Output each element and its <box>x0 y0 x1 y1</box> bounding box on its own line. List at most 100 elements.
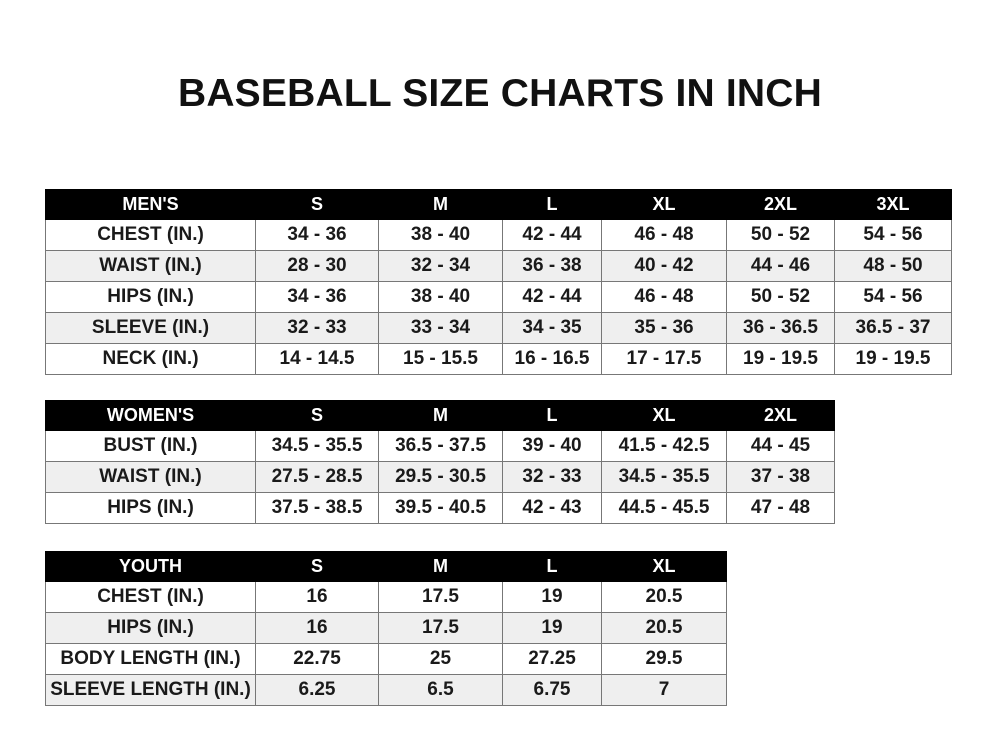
size-value: 34.5 - 35.5 <box>255 430 379 462</box>
table-row: NECK (IN.) 14 - 14.5 15 - 15.5 16 - 16.5 17 … <box>45 343 952 375</box>
size-value: 16 <box>255 581 379 613</box>
size-value: 38 - 40 <box>378 219 503 251</box>
size-value: 17.5 <box>378 581 503 613</box>
size-value: 50 - 52 <box>726 281 835 313</box>
size-value: 38 - 40 <box>378 281 503 313</box>
size-value: 15 - 15.5 <box>378 343 503 375</box>
size-value: 32 - 33 <box>255 312 379 344</box>
size-value: 34 - 36 <box>255 281 379 313</box>
size-value: 19 - 19.5 <box>834 343 952 375</box>
table-row: HIPS (IN.) 16 17.5 19 20.5 <box>45 612 727 644</box>
measurement-label: HIPS (IN.) <box>45 492 256 524</box>
size-value: 50 - 52 <box>726 219 835 251</box>
size-value: 36.5 - 37 <box>834 312 952 344</box>
size-value: 6.5 <box>378 674 503 706</box>
size-header: M <box>378 400 503 431</box>
size-value: 16 <box>255 612 379 644</box>
size-value: 48 - 50 <box>834 250 952 282</box>
measurement-label: HIPS (IN.) <box>45 612 256 644</box>
page-title: BASEBALL SIZE CHARTS IN INCH <box>177 72 823 115</box>
table-row: SLEEVE (IN.) 32 - 33 33 - 34 34 - 35 35 - 36… <box>45 312 952 344</box>
size-value: 35 - 36 <box>601 312 727 344</box>
size-header: L <box>502 189 602 220</box>
size-header: 2XL <box>726 400 835 431</box>
measurement-label: NECK (IN.) <box>45 343 256 375</box>
header-row: MEN'S S M L XL 2XL 3XL <box>45 189 952 220</box>
size-header: 3XL <box>834 189 952 220</box>
size-value: 39 - 40 <box>502 430 602 462</box>
size-value: 46 - 48 <box>601 281 727 313</box>
size-header: M <box>378 189 503 220</box>
size-value: 19 <box>502 581 602 613</box>
size-value: 19 - 19.5 <box>726 343 835 375</box>
size-value: 36 - 36.5 <box>726 312 835 344</box>
size-header: L <box>502 551 602 582</box>
size-value: 34.5 - 35.5 <box>601 461 727 493</box>
size-value: 29.5 - 30.5 <box>378 461 503 493</box>
size-value: 44 - 46 <box>726 250 835 282</box>
table-row: CHEST (IN.) 16 17.5 19 20.5 <box>45 581 727 613</box>
size-value: 37 - 38 <box>726 461 835 493</box>
size-value: 25 <box>378 643 503 675</box>
size-value: 36.5 - 37.5 <box>378 430 503 462</box>
measurement-label: WAIST (IN.) <box>45 250 256 282</box>
size-value: 46 - 48 <box>601 219 727 251</box>
size-header: S <box>255 400 379 431</box>
size-value: 34 - 36 <box>255 219 379 251</box>
size-value: 42 - 43 <box>502 492 602 524</box>
measurement-label: BUST (IN.) <box>45 430 256 462</box>
size-value: 39.5 - 40.5 <box>378 492 503 524</box>
size-value: 40 - 42 <box>601 250 727 282</box>
size-value: 17.5 <box>378 612 503 644</box>
table-row: CHEST (IN.) 34 - 36 38 - 40 42 - 44 46 - 48 5… <box>45 219 952 251</box>
size-header: M <box>378 551 503 582</box>
size-value: 42 - 44 <box>502 281 602 313</box>
size-value: 54 - 56 <box>834 281 952 313</box>
size-value: 37.5 - 38.5 <box>255 492 379 524</box>
size-value: 19 <box>502 612 602 644</box>
size-value: 33 - 34 <box>378 312 503 344</box>
measurement-label: WAIST (IN.) <box>45 461 256 493</box>
size-value: 27.25 <box>502 643 602 675</box>
size-value: 6.25 <box>255 674 379 706</box>
category-header: MEN'S <box>45 189 256 220</box>
measurement-label: SLEEVE LENGTH (IN.) <box>45 674 256 706</box>
size-value: 20.5 <box>601 612 727 644</box>
size-value: 6.75 <box>502 674 602 706</box>
size-value: 44 - 45 <box>726 430 835 462</box>
size-header: XL <box>601 400 727 431</box>
size-value: 27.5 - 28.5 <box>255 461 379 493</box>
category-header: YOUTH <box>45 551 256 582</box>
measurement-label: HIPS (IN.) <box>45 281 256 313</box>
table-row: HIPS (IN.) 37.5 - 38.5 39.5 - 40.5 42 - 43 4… <box>45 492 835 524</box>
size-header: 2XL <box>726 189 835 220</box>
size-value: 32 - 33 <box>502 461 602 493</box>
mens-size-table: MEN'S S M L XL 2XL 3XL CHEST (IN.) 34 - 36 38 - 4… <box>45 189 952 375</box>
size-header: S <box>255 551 379 582</box>
header-row: YOUTH S M L XL <box>45 551 727 582</box>
category-header: WOMEN'S <box>45 400 256 431</box>
header-row: WOMEN'S S M L XL 2XL <box>45 400 835 431</box>
size-header: XL <box>601 551 727 582</box>
size-value: 36 - 38 <box>502 250 602 282</box>
measurement-label: CHEST (IN.) <box>45 219 256 251</box>
table-row: BUST (IN.) 34.5 - 35.5 36.5 - 37.5 39 - 40 4… <box>45 430 835 462</box>
table-row: BODY LENGTH (IN.) 22.75 25 27.25 29.5 <box>45 643 727 675</box>
youth-size-table: YOUTH S M L XL CHEST (IN.) 16 17.5 19 20.5 HIPS (I… <box>45 551 727 706</box>
measurement-label: CHEST (IN.) <box>45 581 256 613</box>
size-value: 44.5 - 45.5 <box>601 492 727 524</box>
size-value: 42 - 44 <box>502 219 602 251</box>
table-row: SLEEVE LENGTH (IN.) 6.25 6.5 6.75 7 <box>45 674 727 706</box>
table-row: WAIST (IN.) 27.5 - 28.5 29.5 - 30.5 32 - 33… <box>45 461 835 493</box>
size-value: 32 - 34 <box>378 250 503 282</box>
size-value: 54 - 56 <box>834 219 952 251</box>
size-value: 28 - 30 <box>255 250 379 282</box>
size-header: L <box>502 400 602 431</box>
size-value: 7 <box>601 674 727 706</box>
size-value: 29.5 <box>601 643 727 675</box>
size-value: 34 - 35 <box>502 312 602 344</box>
size-value: 17 - 17.5 <box>601 343 727 375</box>
measurement-label: SLEEVE (IN.) <box>45 312 256 344</box>
size-value: 16 - 16.5 <box>502 343 602 375</box>
